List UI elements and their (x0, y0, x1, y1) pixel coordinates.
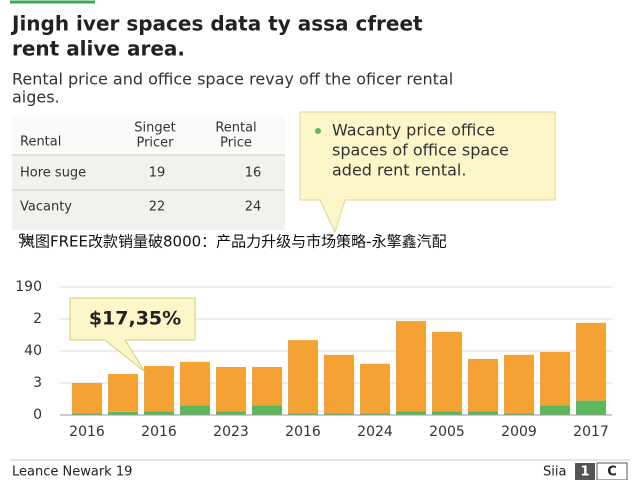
subtitle: aiges. (12, 88, 60, 107)
footer-right: Siia (543, 465, 566, 480)
bar-segment (432, 331, 462, 412)
bar-segment (540, 351, 570, 406)
bar-segment (360, 413, 390, 415)
badge-text: 1 (580, 465, 589, 480)
bar-segment (144, 366, 174, 412)
x-tick-label: 2009 (501, 424, 537, 440)
x-tick-label: 2016 (285, 424, 321, 440)
watermark: 岚图FREE改款销量破8000：产品力升级与市场策略-永擎鑫汽配 (20, 233, 447, 251)
x-tick-label: 2005 (429, 424, 465, 440)
bar-segment (576, 400, 606, 415)
bar-segment (396, 320, 426, 412)
bar-segment (72, 413, 102, 415)
x-tick-label: 2023 (213, 424, 249, 440)
td: 19 (149, 166, 166, 181)
th: Rental (20, 135, 61, 150)
subtitle: Rental price and office space revay off … (12, 70, 453, 89)
y-tick-label: 40 (24, 343, 42, 359)
bar-segment (108, 411, 138, 415)
title: rent alive area. (12, 37, 185, 61)
bar-segment (324, 354, 354, 414)
bar-segment (216, 411, 246, 415)
bar-segment (324, 413, 354, 415)
th: Pricer (136, 136, 174, 151)
bar-segment (288, 340, 318, 414)
bar-segment (504, 413, 534, 415)
badge (575, 463, 595, 480)
td: Vacanty (20, 200, 72, 215)
callout-text: Wacanty price office (332, 121, 495, 140)
th: Price (220, 136, 252, 151)
bar-segment (288, 413, 318, 415)
th: Rental (215, 121, 256, 136)
y-tick-label: 0 (33, 407, 42, 423)
annotation: $17,35% (89, 308, 181, 330)
bar-segment (180, 361, 210, 406)
bar-segment (252, 405, 282, 415)
bar-segment (540, 405, 570, 415)
bar-segment (180, 405, 210, 415)
td: Se (18, 233, 34, 248)
bar-segment (504, 354, 534, 414)
bar-segment (72, 383, 102, 414)
bar-segment (108, 374, 138, 412)
bar-segment (468, 411, 498, 415)
td: 16 (245, 166, 262, 181)
bar-segment (432, 411, 462, 415)
bar-segment (360, 363, 390, 414)
callout (299, 111, 556, 234)
y-tick-label: 3 (33, 375, 42, 391)
bar-segment (468, 359, 498, 412)
td: 24 (245, 200, 262, 215)
title: Jingh iver spaces data ty assa cfreet (10, 12, 423, 36)
bar-segment (252, 367, 282, 406)
td: Hore suge (20, 166, 86, 181)
y-tick-label: 2 (33, 311, 42, 327)
x-tick-label: 2024 (357, 424, 393, 440)
bar-segment (396, 411, 426, 415)
bar-segment (144, 411, 174, 415)
td: 22 (149, 200, 166, 215)
footer-left: Leance Newark 19 (12, 465, 132, 480)
y-tick-label: 190 (15, 279, 42, 295)
bar-segment (576, 322, 606, 401)
th: Singet (134, 121, 175, 136)
x-tick-label: 2016 (141, 424, 177, 440)
badge (596, 462, 628, 480)
callout-text: aded rent rental. (332, 161, 466, 180)
bar-segment (216, 367, 246, 412)
table-header (12, 115, 285, 155)
bullet (315, 128, 321, 134)
chart: 0 3 40 2 190 2016 2016 2023 2016 2024 2005 2009 2017 (15, 279, 612, 440)
x-tick-label: 2016 (69, 424, 105, 440)
badge-text: C (607, 465, 617, 480)
callout-text: spaces of office space (332, 141, 509, 160)
x-tick-label: 2017 (573, 424, 609, 440)
annotation-box (69, 297, 196, 373)
